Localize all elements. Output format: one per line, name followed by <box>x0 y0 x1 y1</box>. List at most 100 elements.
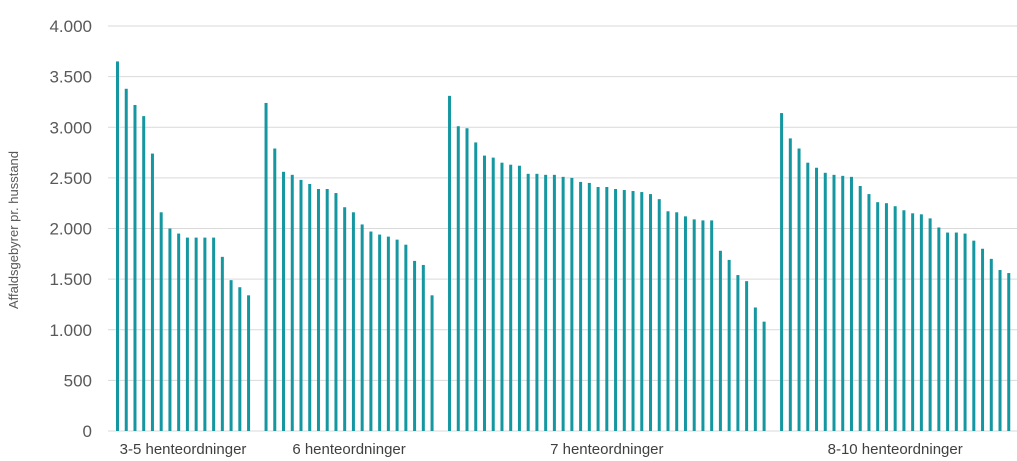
bar <box>474 142 478 431</box>
bar <box>806 162 810 431</box>
bar <box>500 162 504 431</box>
bar <box>649 194 653 431</box>
bar <box>753 307 757 431</box>
bar <box>325 189 329 431</box>
bar <box>911 213 915 431</box>
bar <box>378 234 382 431</box>
bar <box>273 148 277 431</box>
bar <box>692 219 696 431</box>
bar <box>482 155 486 431</box>
y-tick-label: 3.000 <box>49 118 92 137</box>
bar <box>788 138 792 431</box>
bar <box>404 244 408 431</box>
bar <box>579 181 583 431</box>
bar <box>727 259 731 431</box>
bar <box>561 176 565 431</box>
bar <box>657 199 661 431</box>
bar <box>177 233 181 431</box>
bar <box>351 212 355 431</box>
y-axis-tick-labels: 0 500 1.000 1.500 2.000 2.500 3.000 3.500 4.000 <box>49 17 92 441</box>
bar <box>745 281 749 431</box>
bar <box>150 153 154 431</box>
bar <box>849 176 853 431</box>
bar <box>282 171 286 432</box>
bar <box>736 275 740 431</box>
bar <box>517 165 521 431</box>
bar <box>264 102 268 431</box>
bar <box>308 183 312 431</box>
bar <box>614 189 618 431</box>
y-axis-title: Affaldsgebyrer pr. husstand <box>6 151 21 309</box>
y-tick-label: 1.000 <box>49 321 92 340</box>
bar <box>1007 273 1011 431</box>
bar <box>185 237 189 431</box>
x-group-label: 8-10 henteordninger <box>828 441 963 458</box>
bar <box>229 280 233 431</box>
bar <box>946 232 950 431</box>
bar <box>710 220 714 431</box>
bar <box>823 172 827 431</box>
bar <box>448 95 452 432</box>
y-tick-label: 500 <box>64 371 92 390</box>
bar <box>430 295 434 431</box>
x-group-label: 3-5 henteordninger <box>120 441 247 458</box>
y-tick-label: 3.500 <box>49 68 92 87</box>
x-group-label: 6 henteordninger <box>292 441 405 458</box>
bar <box>587 182 591 431</box>
bar <box>491 157 495 432</box>
bar <box>666 211 670 431</box>
bar <box>247 295 251 431</box>
bar <box>675 212 679 431</box>
bar <box>972 240 976 431</box>
y-tick-label: 1.500 <box>49 270 92 289</box>
bar <box>544 174 548 431</box>
bars <box>116 61 1011 432</box>
y-tick-label: 2.000 <box>49 220 92 239</box>
bar <box>989 258 993 432</box>
bar <box>386 236 390 431</box>
bar <box>640 192 644 431</box>
bar <box>369 231 373 431</box>
bar <box>683 216 687 431</box>
bar <box>194 237 198 431</box>
bar <box>718 250 722 431</box>
bar <box>465 128 469 431</box>
bar <box>220 256 224 431</box>
bar <box>203 237 207 431</box>
bar <box>902 210 906 431</box>
bar <box>526 173 530 431</box>
bar <box>212 237 216 431</box>
bar <box>876 202 880 431</box>
bar <box>238 287 242 431</box>
bar <box>701 220 705 431</box>
bar <box>316 189 320 431</box>
bar <box>413 260 417 431</box>
bar <box>334 193 338 431</box>
bar <box>622 190 626 431</box>
bar <box>596 186 600 431</box>
bar <box>605 186 609 431</box>
bar <box>290 174 294 431</box>
bar <box>116 61 119 431</box>
x-axis-group-labels: 3-5 henteordninger 6 henteordninger 7 hent… <box>120 441 963 458</box>
bar <box>159 212 163 431</box>
bar <box>762 321 766 431</box>
bar <box>421 264 425 431</box>
bar <box>360 224 364 431</box>
bar <box>937 227 941 431</box>
bar <box>124 88 128 431</box>
bar <box>299 179 303 431</box>
bar <box>919 214 923 431</box>
y-tick-label: 2.500 <box>49 169 92 188</box>
bar <box>815 167 819 431</box>
bar <box>509 164 513 431</box>
bar <box>963 233 967 431</box>
bar <box>884 203 888 431</box>
bar <box>841 175 845 431</box>
y-tick-label: 0 <box>83 422 92 441</box>
bar <box>858 185 862 431</box>
bar <box>142 116 146 432</box>
bar <box>552 174 556 431</box>
bar <box>631 191 635 431</box>
